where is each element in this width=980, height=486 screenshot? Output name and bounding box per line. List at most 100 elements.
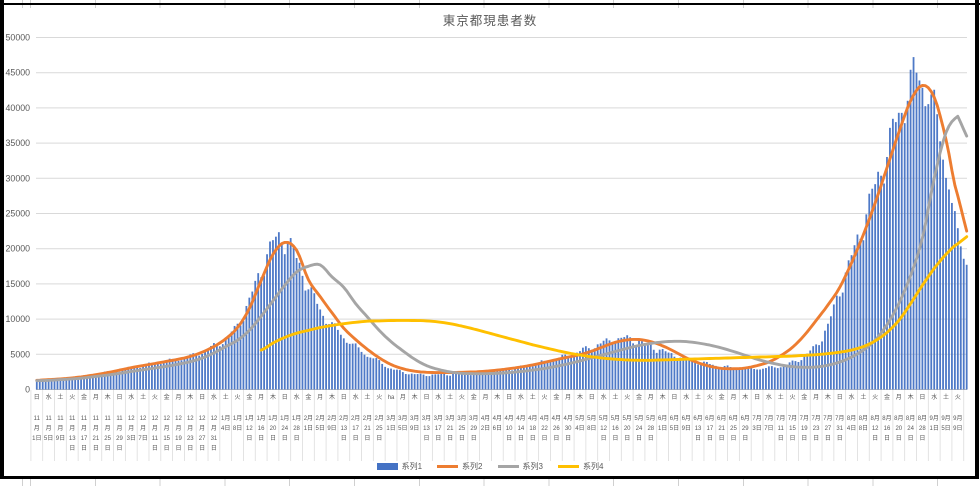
x-axis-label: 火 8月 12 日 xyxy=(870,394,879,442)
x-axis-label: 金 8月 16 日 xyxy=(882,393,891,442)
x-axis-label: 木 4月 6日 xyxy=(493,393,502,432)
x-axis-label: 月 7月 23 日 xyxy=(811,394,820,442)
y-axis-tick-label: 20000 xyxy=(6,244,31,254)
x-axis-label: 月 12 月 19 日 xyxy=(175,394,182,452)
x-axis-label: 月 6月 25 日 xyxy=(729,394,738,442)
legend-swatch-line-yellow xyxy=(557,465,579,468)
x-axis-label: 土 4月 18 日 xyxy=(528,393,537,442)
x-axis-label: 木 6月 1日 xyxy=(658,393,667,432)
y-axis-tick-label: 5000 xyxy=(10,349,30,359)
x-axis-label: 火 7月 15 日 xyxy=(788,394,797,442)
bar-series-1 xyxy=(35,57,968,390)
x-axis-label: 月 2月 5日 xyxy=(316,394,325,432)
x-axis-label: 木 8月 24 日 xyxy=(906,393,915,442)
legend-label: 系列1 xyxy=(401,462,423,471)
x-axis-label: 火 4月 22 日 xyxy=(540,394,549,442)
x-axis-label: 木 1月 20 日 xyxy=(268,393,277,442)
x-axis-label: 金 12 月 15 日 xyxy=(163,393,170,452)
x-axis-label: 水 3月 17 日 xyxy=(434,393,443,442)
y-axis-tick-label: 15000 xyxy=(6,279,31,289)
x-axis-label: 月 4月 2日 xyxy=(481,394,490,432)
line-series-4 xyxy=(259,235,969,362)
x-axis-label: 月 8月 20 日 xyxy=(894,394,903,442)
x-axis-label: 火 6月 17 日 xyxy=(705,394,714,442)
x-axis-label: 日 7月 31 日 xyxy=(835,394,844,442)
x-axis-label: 水 1月 28 日 xyxy=(292,393,301,442)
x-axis-label: ha 3月 1日 xyxy=(386,395,395,432)
x-axis-label: 水 6月 9日 xyxy=(682,393,691,432)
sheet-gridlines-bottom xyxy=(0,479,980,486)
legend-swatch-line-orange xyxy=(437,465,459,468)
x-axis-label: 水 12 月 3日 xyxy=(127,393,136,442)
legend-swatch-bar xyxy=(376,463,398,470)
x-axis-label: 金 3月 29 日 xyxy=(469,393,478,442)
x-axis-label: 金 1月 12 日 xyxy=(245,393,254,442)
line-series-2 xyxy=(35,83,969,382)
x-axis-label: 水 9月 1日 xyxy=(930,393,939,432)
x-axis-label: 金 4月 26 日 xyxy=(552,393,561,442)
x-axis-label: 木 11 月 25 日 xyxy=(104,393,111,452)
x-axis-label: 木 5月 4日 xyxy=(575,393,584,432)
chart-title: 東京都現患者数 xyxy=(442,14,538,28)
page-border-right xyxy=(975,0,979,479)
x-axis-label: 水 7月 7日 xyxy=(764,393,773,432)
x-axis-label: 水 5月 12 日 xyxy=(599,393,608,442)
y-axis-tick-label: 10000 xyxy=(6,314,31,324)
x-axis-label: 日 11 月 1日 xyxy=(32,394,41,442)
x-axis-label: 木 3月 9日 xyxy=(410,393,419,432)
x-axis-label: 火 1月 8日 xyxy=(233,394,242,432)
x-axis-labels: 日 11 月 1日水 11 月 5日土 11 月 9日火 11 月 13 日金 11 月 17 日月 11 月 21 日木… xyxy=(32,393,962,452)
page-border-left xyxy=(0,0,4,479)
x-axis-label: 水 8月 4日 xyxy=(847,393,856,432)
legend-label: 系列2 xyxy=(462,462,483,471)
x-axis-label: 土 8月 8日 xyxy=(859,393,868,432)
x-axis-label: 水 12 月 31 日 xyxy=(211,393,218,452)
x-axis-label: 月 4月 30 日 xyxy=(563,394,572,442)
legend-item-series1[interactable]: 系列1 xyxy=(376,461,423,472)
x-axis-label: 日 3月 13 日 xyxy=(422,394,431,442)
x-axis-label: 日 6月 5日 xyxy=(670,394,679,432)
x-axis-label: 木 2月 9日 xyxy=(327,393,336,432)
x-axis-label: 金 7月 19 日 xyxy=(800,393,809,442)
x-axis-label: 火 3月 25 日 xyxy=(457,394,466,442)
y-axis-tick-label: 0 xyxy=(25,385,30,395)
x-axis-label: 火 5月 20 日 xyxy=(623,394,632,442)
x-axis-tick-separators xyxy=(30,390,965,461)
x-axis-label: 火 12 月 11 日 xyxy=(152,394,159,452)
x-axis-label: 土 11 月 9日 xyxy=(56,393,65,442)
x-axis-label: 水 11 月 5日 xyxy=(44,393,53,442)
x-axis-label: 日 8月 28 日 xyxy=(918,394,927,442)
x-axis-label: 木 12 月 23 日 xyxy=(187,393,194,452)
legend: 系列1 系列2 系列3 系列4 xyxy=(0,461,980,472)
x-axis-label: 土 5月 16 日 xyxy=(611,393,620,442)
x-axis-label: 木 7月 27 日 xyxy=(823,393,832,442)
x-axis-label: 月 3月 5日 xyxy=(398,394,407,432)
x-axis-label: 月 1月 16 日 xyxy=(256,394,265,442)
x-axis-label: 土 12 月 7日 xyxy=(138,393,147,442)
legend-item-series4[interactable]: 系列4 xyxy=(557,461,603,472)
y-gridlines xyxy=(36,37,967,355)
x-axis-label: 月 11 月 21 日 xyxy=(92,394,99,452)
legend-item-series2[interactable]: 系列2 xyxy=(437,461,483,472)
page-border-bottom xyxy=(0,475,979,479)
x-axis-label: 日 1月 24 日 xyxy=(280,394,289,442)
x-axis-label: 日 4月 10 日 xyxy=(504,394,513,442)
x-axis-label: 金 11 月 17 日 xyxy=(81,393,88,452)
chart-object[interactable] xyxy=(3,7,975,476)
y-axis-tick-label: 40000 xyxy=(6,103,31,113)
x-axis-label: 土 1月 4日 xyxy=(221,393,230,432)
x-axis-label: 土 9月 5日 xyxy=(941,393,950,432)
legend-swatch-line-gray xyxy=(497,465,519,468)
y-axis-tick-label: 30000 xyxy=(6,173,31,183)
x-axis-label: 日 12 月 27 日 xyxy=(199,394,206,452)
line-series-3 xyxy=(35,114,969,383)
x-axis-label: 月 5月 28 日 xyxy=(646,394,655,442)
legend-item-series3[interactable]: 系列3 xyxy=(497,461,543,472)
x-axis-label: 日 2月 13 日 xyxy=(339,394,348,442)
legend-label: 系列3 xyxy=(522,462,543,471)
x-axis-label: 水 4月 14 日 xyxy=(516,393,525,442)
x-axis-label: 日 7月 3日 xyxy=(752,394,761,432)
x-axis-label: 土 7月 11 日 xyxy=(776,393,785,442)
